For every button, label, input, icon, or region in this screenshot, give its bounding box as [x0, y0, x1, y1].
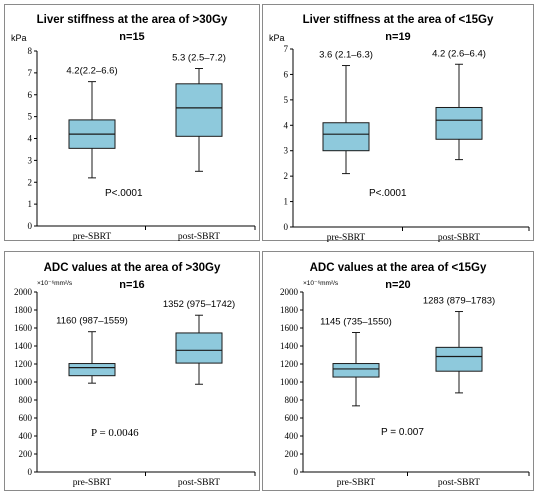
x-category-label: post-SBRT: [438, 478, 480, 488]
y-tick-label: 0: [284, 222, 289, 232]
y-tick-label: 1400: [14, 341, 33, 351]
box-iqr: [332, 363, 380, 378]
y-tick-label: 3: [28, 155, 33, 165]
box-plot: 0 1 2 3 4 5 6 7 8 4.2(2.2–6.6) pre-SBRT 5.3 (2.5–7.…: [28, 46, 256, 242]
x-category-label: post-SBRT: [178, 232, 220, 242]
box-annotation: 3.6 (2.1–6.3): [319, 50, 373, 61]
p-value-label: P<.0001: [105, 188, 143, 199]
y-tick-label: 6: [28, 90, 33, 100]
box-iqr: [435, 106, 483, 140]
chart-n-label: n=19: [385, 31, 411, 43]
chart-title: Liver stiffness at the area of >30Gy: [36, 14, 228, 26]
x-category-label: pre-SBRT: [73, 232, 112, 242]
y-tick-label: 1: [28, 199, 33, 209]
y-axis-unit: kPa: [269, 33, 285, 43]
y-tick-label: 200: [285, 449, 299, 459]
x-category-label: pre-SBRT: [327, 233, 366, 242]
y-tick-label: 1000: [280, 377, 299, 387]
box-plot: 0 1 2 3 4 5 6 7 3.6 (2.1–6.3) pre-SBRT 4.2 (2.6–6.…: [284, 44, 530, 242]
p-value-label: P = 0.0046: [91, 427, 139, 439]
p-value-label: P<.0001: [369, 188, 407, 199]
y-tick-label: 800: [19, 395, 33, 405]
y-tick-label: 2000: [280, 287, 299, 297]
y-axis-unit: ×10⁻⁶mm²/s: [303, 280, 339, 287]
chart-panel-adc-30gy: ADC values at the area of >30Gy n=16 ×10…: [4, 251, 260, 491]
box-annotation: 1160 (987–1559): [56, 316, 128, 327]
y-tick-label: 2: [28, 177, 33, 187]
box-iqr: [435, 346, 483, 372]
chart-title: Liver stiffness at the area of <15Gy: [302, 14, 494, 26]
y-tick-label: 1800: [280, 305, 299, 315]
y-tick-label: 600: [285, 413, 299, 423]
chart-panel-liver-stiffness-30gy: Liver stiffness at the area of >30Gy n=1…: [4, 4, 260, 242]
y-tick-label: 600: [19, 413, 33, 423]
box-iqr: [175, 332, 223, 364]
box-annotation: 1352 (975–1742): [163, 299, 235, 310]
chart-panel-adc-15gy: ADC values at the area of <15Gy n=20 ×10…: [262, 251, 534, 491]
y-tick-label: 2000: [14, 287, 33, 297]
y-tick-label: 1200: [14, 359, 33, 369]
y-tick-label: 400: [285, 431, 299, 441]
y-axis-unit: ×10⁻⁶mm²/s: [37, 280, 73, 287]
chart-title: ADC values at the area of >30Gy: [43, 262, 221, 274]
box-iqr: [322, 122, 370, 152]
chart-n-label: n=20: [385, 279, 411, 291]
y-tick-label: 5: [28, 112, 33, 122]
y-tick-label: 7: [284, 44, 289, 54]
y-tick-label: 1000: [14, 377, 33, 387]
y-tick-label: 7: [28, 68, 33, 78]
y-tick-label: 800: [285, 395, 299, 405]
x-category-label: post-SBRT: [178, 478, 220, 488]
box-annotation: 4.2(2.2–6.6): [66, 66, 117, 77]
chart-title: ADC values at the area of <15Gy: [309, 262, 487, 274]
y-tick-label: 1200: [280, 359, 299, 369]
y-tick-label: 200: [19, 449, 33, 459]
y-tick-label: 3: [284, 146, 289, 156]
chart-n-label: n=15: [119, 31, 145, 43]
y-tick-label: 2: [284, 171, 289, 181]
y-tick-label: 1: [284, 197, 289, 207]
box-annotation: 4.2 (2.6–6.4): [432, 48, 486, 59]
y-tick-label: 400: [19, 431, 33, 441]
box-plot: 0 200 400 600 800 1000 1200 1400 1600 1800 2000 116…: [14, 287, 256, 488]
y-tick-label: 1600: [280, 323, 299, 333]
y-tick-label: 5: [284, 95, 289, 105]
box-iqr: [175, 83, 223, 137]
y-axis-unit: kPa: [11, 33, 27, 43]
y-tick-label: 1800: [14, 305, 33, 315]
box-iqr: [68, 363, 116, 377]
y-tick-label: 8: [28, 46, 33, 56]
y-tick-label: 0: [294, 467, 299, 477]
chart-n-label: n=16: [119, 279, 145, 291]
y-tick-label: 0: [28, 221, 33, 231]
x-category-label: pre-SBRT: [73, 478, 112, 488]
box-annotation: 1145 (735–1550): [320, 317, 392, 328]
box-annotation: 5.3 (2.5–7.2): [172, 53, 226, 64]
p-value-label: P = 0.007: [381, 427, 424, 438]
y-tick-label: 1600: [14, 323, 33, 333]
chart-panel-liver-stiffness-15gy: Liver stiffness at the area of <15Gy n=1…: [262, 4, 534, 242]
x-category-label: post-SBRT: [438, 233, 480, 242]
y-tick-label: 0: [28, 467, 33, 477]
x-category-label: pre-SBRT: [337, 478, 376, 488]
y-tick-label: 1400: [280, 341, 299, 351]
box-annotation: 1283 (879–1783): [423, 296, 495, 307]
y-tick-label: 6: [284, 69, 289, 79]
box-plot: 0 200 400 600 800 1000 1200 1400 1600 1800 2000 114…: [280, 287, 530, 488]
y-tick-label: 4: [28, 134, 33, 144]
y-tick-label: 4: [284, 120, 289, 130]
